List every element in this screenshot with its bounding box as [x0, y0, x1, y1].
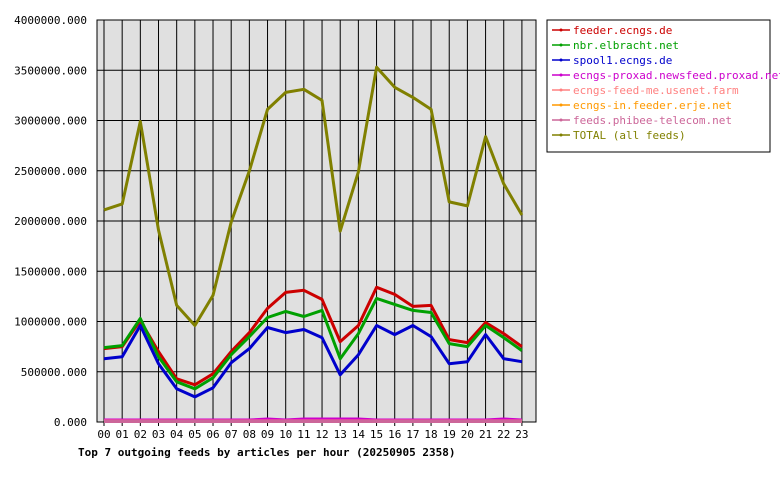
series-line	[103, 65, 524, 327]
x-tick-label: 14	[352, 428, 366, 441]
x-tick-label: 07	[225, 428, 238, 441]
x-tick-label: 13	[334, 428, 347, 441]
x-tick-label: 11	[297, 428, 310, 441]
legend: feeder.ecngs.de nbr.elbracht.net spool1.ec…	[546, 19, 780, 153]
legend-swatch-marker	[559, 103, 563, 107]
legend-swatch-marker	[559, 88, 563, 92]
legend-label: spool1.ecngs.de	[573, 54, 672, 67]
x-tick-label: 17	[406, 428, 419, 441]
y-tick-label: 2500000.000	[14, 165, 87, 178]
y-axis-tick-labels: 0.000 500000.000 1000000.000 1500000.000 200…	[14, 14, 87, 429]
legend-label: ecngs-proxad.newsfeed.proxad.net	[573, 69, 780, 82]
y-tick-label: 3000000.000	[14, 115, 87, 128]
x-tick-label: 23	[515, 428, 528, 441]
legend-box	[546, 19, 771, 153]
x-tick-label: 10	[279, 428, 292, 441]
chart-title: Top 7 outgoing feeds by articles per hou…	[78, 446, 456, 459]
legend-label: feeder.ecngs.de	[573, 24, 672, 37]
legend-swatch-marker	[559, 133, 563, 137]
x-tick-label: 16	[388, 428, 401, 441]
legend-label: ecngs-in.feeder.erje.net	[573, 99, 732, 112]
legend-swatch-marker	[559, 118, 563, 122]
x-tick-label: 21	[479, 428, 492, 441]
y-tick-label: 1500000.000	[14, 265, 87, 278]
x-tick-label: 02	[134, 428, 147, 441]
x-tick-label: 20	[461, 428, 474, 441]
series-lines	[103, 65, 524, 423]
x-axis-tick-labels: 00 01 02 03 04 05 06 07 08 09 10 11 12 13 14 15 16 17 18 19…	[97, 428, 528, 441]
series-line	[103, 324, 523, 399]
y-tick-label: 0.000	[54, 416, 87, 429]
legend-swatch-marker	[559, 28, 563, 32]
legend-label: TOTAL (all feeds)	[573, 129, 686, 142]
legend-label: nbr.elbracht.net	[573, 39, 679, 52]
x-tick-label: 18	[424, 428, 437, 441]
series-line	[103, 285, 523, 387]
x-tick-label: 03	[152, 428, 165, 441]
x-tick-label: 08	[243, 428, 256, 441]
y-tick-label: 3500000.000	[14, 64, 87, 77]
legend-swatch-marker	[559, 58, 563, 62]
x-tick-label: 12	[315, 428, 328, 441]
x-tick-label: 05	[188, 428, 201, 441]
x-tick-label: 00	[97, 428, 110, 441]
legend-swatch-marker	[559, 73, 563, 77]
y-tick-label: 1000000.000	[14, 316, 87, 329]
legend-swatch-marker	[559, 43, 563, 47]
y-tick-label: 2000000.000	[14, 215, 87, 228]
legend-label: feeds.phibee-telecom.net	[573, 114, 732, 127]
series-line	[103, 296, 523, 391]
x-tick-label: 04	[170, 428, 184, 441]
y-tick-label: 500000.000	[21, 366, 87, 379]
x-tick-label: 15	[370, 428, 383, 441]
legend-label: ecngs-feed-me.usenet.farm	[573, 84, 739, 97]
y-tick-label: 4000000.000	[14, 14, 87, 27]
x-tick-label: 06	[206, 428, 219, 441]
x-tick-label: 19	[443, 428, 456, 441]
x-tick-label: 22	[497, 428, 510, 441]
x-tick-label: 01	[116, 428, 129, 441]
x-tick-label: 09	[261, 428, 274, 441]
